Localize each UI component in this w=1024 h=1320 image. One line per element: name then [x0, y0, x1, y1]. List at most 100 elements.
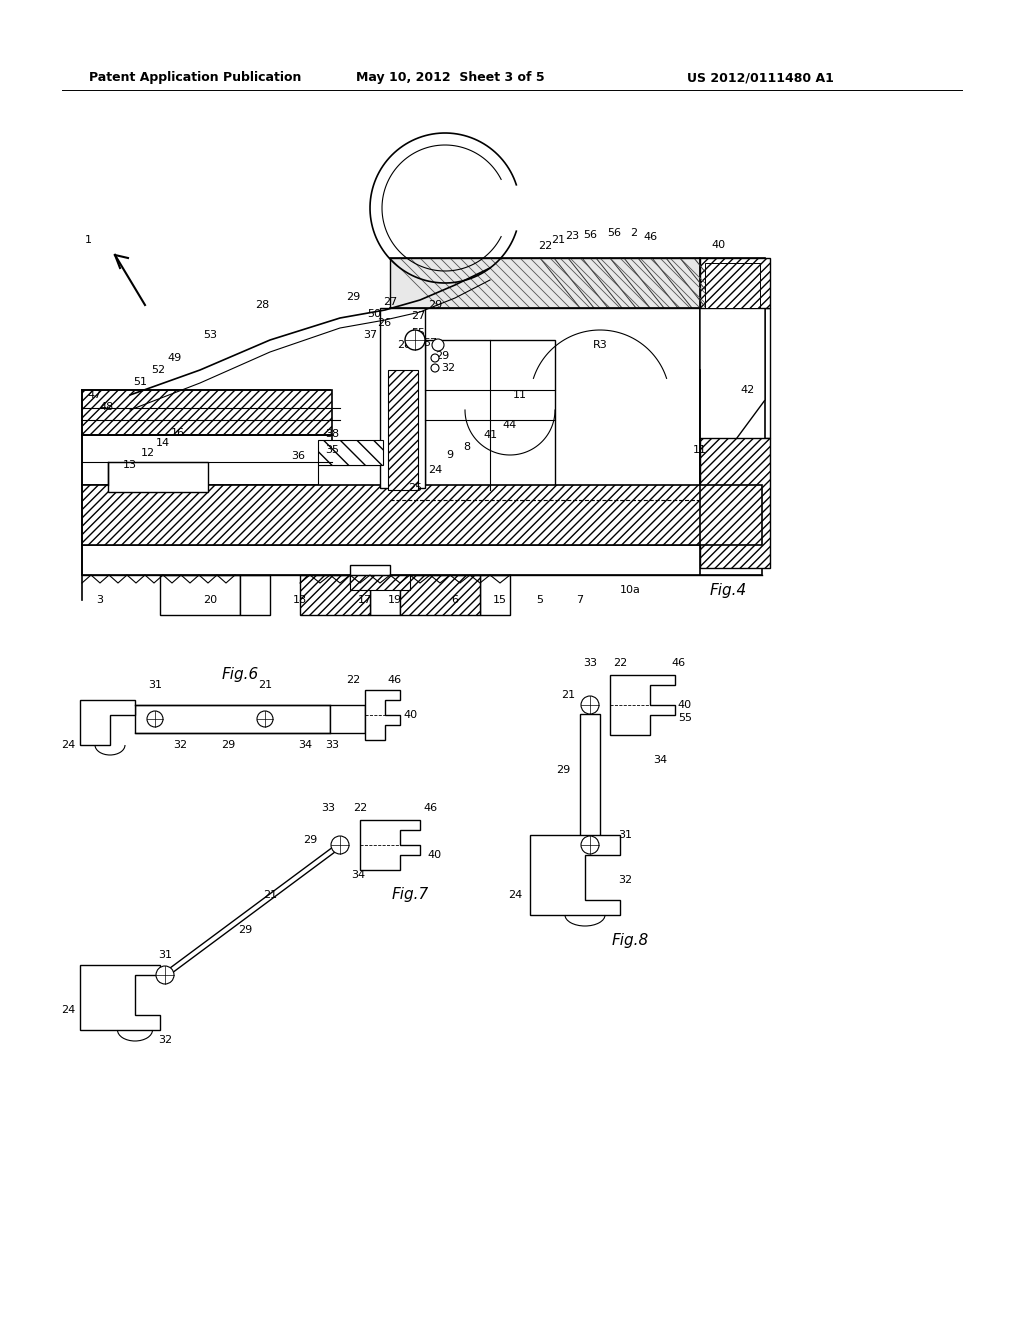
Text: 19: 19	[388, 595, 402, 605]
Text: 56: 56	[583, 230, 597, 240]
Circle shape	[331, 836, 349, 854]
Text: 34: 34	[653, 755, 667, 766]
Text: 31: 31	[618, 830, 632, 840]
Text: 27: 27	[383, 297, 397, 308]
Text: 28: 28	[255, 300, 269, 310]
Bar	[700, 438, 770, 568]
Text: 21: 21	[258, 680, 272, 690]
Circle shape	[432, 339, 444, 351]
Bar	[390, 257, 700, 308]
Text: 33: 33	[321, 803, 335, 813]
Text: 2: 2	[631, 228, 638, 238]
Text: 55: 55	[678, 713, 692, 723]
Bar	[700, 257, 770, 308]
Text: Fig.6: Fig.6	[221, 668, 259, 682]
Bar	[705, 263, 760, 308]
Text: 21: 21	[561, 690, 575, 700]
Text: 29: 29	[238, 925, 252, 935]
Circle shape	[431, 354, 439, 362]
Text: 24: 24	[60, 741, 75, 750]
Text: 50: 50	[367, 309, 381, 319]
Text: 55: 55	[411, 327, 425, 338]
Text: Fig.7: Fig.7	[391, 887, 429, 903]
Bar	[330, 705, 365, 733]
Bar	[160, 576, 240, 615]
Text: 24: 24	[428, 465, 442, 475]
Circle shape	[581, 836, 599, 854]
Text: 29: 29	[428, 300, 442, 310]
Text: 32: 32	[617, 875, 632, 884]
Text: 7: 7	[577, 595, 584, 605]
Text: 34: 34	[298, 741, 312, 750]
Bar	[82, 436, 332, 484]
Text: 22: 22	[346, 675, 360, 685]
Text: 32: 32	[173, 741, 187, 750]
Bar	[318, 440, 383, 465]
Text: 32: 32	[441, 363, 455, 374]
Text: 27: 27	[411, 312, 425, 321]
Text: 13: 13	[123, 459, 137, 470]
Text: 49: 49	[168, 352, 182, 363]
Circle shape	[147, 711, 163, 727]
Text: 21: 21	[551, 235, 565, 246]
Text: R3: R3	[593, 341, 607, 350]
Bar	[240, 576, 270, 615]
Polygon shape	[360, 820, 420, 870]
Text: 31: 31	[148, 680, 162, 690]
Text: 46: 46	[671, 657, 685, 668]
Text: 46: 46	[644, 232, 658, 242]
Text: 33: 33	[325, 741, 339, 750]
Text: 29: 29	[346, 292, 360, 302]
Text: 31: 31	[158, 950, 172, 960]
Text: 16: 16	[171, 428, 185, 438]
Text: 42: 42	[741, 385, 755, 395]
Circle shape	[156, 966, 174, 983]
Text: 24: 24	[508, 890, 522, 900]
Bar	[388, 370, 418, 490]
Text: 15: 15	[493, 595, 507, 605]
Polygon shape	[80, 700, 135, 744]
Text: 48: 48	[100, 403, 114, 412]
Text: 56: 56	[607, 228, 621, 238]
Bar	[350, 565, 390, 585]
Text: Fig.4: Fig.4	[710, 582, 748, 598]
Text: 10a: 10a	[620, 585, 640, 595]
Text: 24: 24	[60, 1005, 75, 1015]
Text: 29: 29	[303, 836, 317, 845]
Text: 51: 51	[133, 378, 147, 387]
Bar	[350, 576, 410, 590]
Bar	[108, 462, 208, 492]
Text: 8: 8	[464, 442, 471, 451]
Bar	[700, 308, 770, 438]
Polygon shape	[80, 965, 160, 1030]
Text: 5: 5	[537, 595, 544, 605]
Text: 25: 25	[408, 483, 422, 492]
Bar	[580, 714, 600, 840]
Bar	[370, 576, 400, 615]
Text: 11: 11	[693, 445, 707, 455]
Text: 40: 40	[711, 240, 725, 249]
Circle shape	[406, 330, 425, 350]
Text: 29: 29	[435, 351, 450, 360]
Polygon shape	[530, 836, 620, 915]
Text: 36: 36	[291, 451, 305, 461]
Text: 52: 52	[151, 366, 165, 375]
Text: 3: 3	[96, 595, 103, 605]
Text: 9: 9	[446, 450, 454, 459]
Text: US 2012/0111480 A1: US 2012/0111480 A1	[686, 71, 834, 84]
Bar	[400, 576, 480, 615]
Text: 6: 6	[452, 595, 459, 605]
Text: 44: 44	[503, 420, 517, 430]
Text: 38: 38	[325, 429, 339, 440]
Text: 35: 35	[325, 445, 339, 455]
Circle shape	[257, 711, 273, 727]
Text: 57: 57	[423, 338, 437, 348]
Text: 21: 21	[263, 890, 278, 900]
Circle shape	[581, 696, 599, 714]
Text: 40: 40	[402, 710, 417, 719]
Text: 29: 29	[556, 766, 570, 775]
Text: 34: 34	[351, 870, 366, 880]
Text: 29: 29	[221, 741, 236, 750]
Polygon shape	[160, 838, 345, 982]
Text: 12: 12	[141, 447, 155, 458]
